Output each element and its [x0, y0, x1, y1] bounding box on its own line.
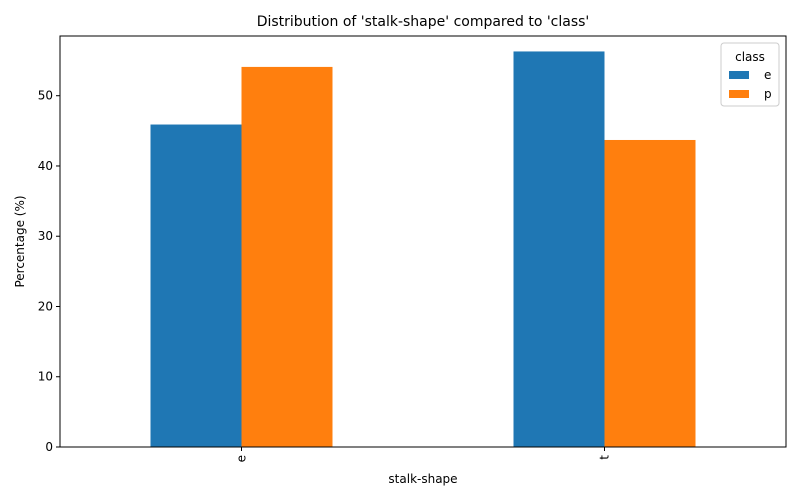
y-tick-label: 40: [38, 159, 53, 173]
bar-e-t: [513, 51, 605, 447]
y-axis-label: Percentage (%): [13, 195, 27, 287]
y-tick-label: 30: [38, 229, 53, 243]
y-axis: 0 10 20 30 40 50: [38, 89, 60, 454]
x-tick-label: e: [235, 455, 249, 462]
legend-swatch-e: [729, 71, 749, 79]
bar-e-e: [150, 124, 242, 448]
bar-p-t: [604, 139, 696, 447]
y-tick-label: 20: [38, 299, 53, 313]
bar-p-e: [241, 66, 333, 448]
legend-swatch-p: [729, 90, 749, 98]
legend-title: class: [735, 50, 765, 64]
legend: class ep: [720, 42, 780, 107]
x-tick-label: t: [598, 455, 612, 460]
y-tick-label: 50: [38, 89, 53, 103]
legend-label-e: e: [764, 68, 771, 82]
x-axis-label: stalk-shape: [388, 472, 457, 486]
y-tick-label: 10: [38, 370, 53, 384]
bars-group: [150, 51, 696, 448]
chart-title: Distribution of 'stalk-shape' compared t…: [257, 14, 590, 30]
plot-frame: [59, 35, 787, 448]
legend-label-p: p: [764, 87, 772, 101]
y-tick-label: 0: [45, 440, 53, 454]
